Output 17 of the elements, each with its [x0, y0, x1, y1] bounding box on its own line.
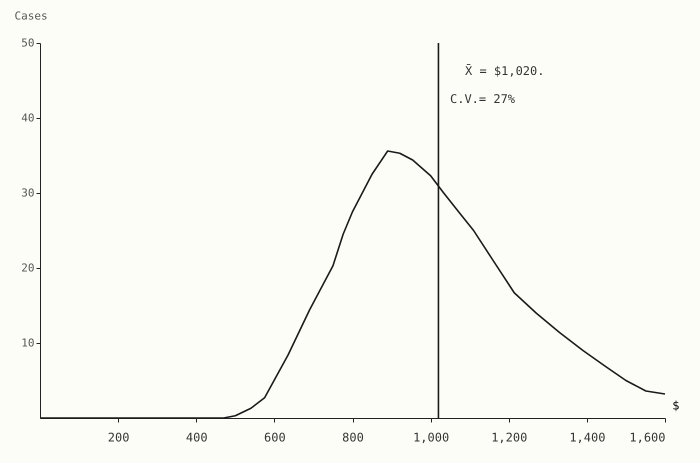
x-tick-label: 800 — [342, 430, 364, 444]
x-tick-label: 200 — [108, 430, 130, 444]
x-axis-title: $ — [672, 398, 680, 412]
x-tick-label: 600 — [264, 430, 286, 444]
x-tick-label: 400 — [186, 430, 208, 444]
y-tick-label: 20 — [21, 262, 34, 274]
y-tick-label: 30 — [21, 186, 34, 200]
y-tick-label: 40 — [21, 112, 34, 124]
y-tick-label: 50 — [21, 36, 34, 50]
annotation: C.V.= 27% — [450, 92, 516, 106]
x-tick-label: 1,400 — [569, 430, 606, 444]
annotation: X̄ = $1,020. — [465, 64, 544, 78]
y-tick-label: 10 — [21, 336, 34, 350]
x-tick-label: 1,200 — [491, 430, 528, 444]
x-tick-label: 1,600 — [629, 430, 666, 444]
x-tick-label: 1,000 — [413, 430, 450, 444]
y-axis-title: Cases — [14, 10, 48, 22]
